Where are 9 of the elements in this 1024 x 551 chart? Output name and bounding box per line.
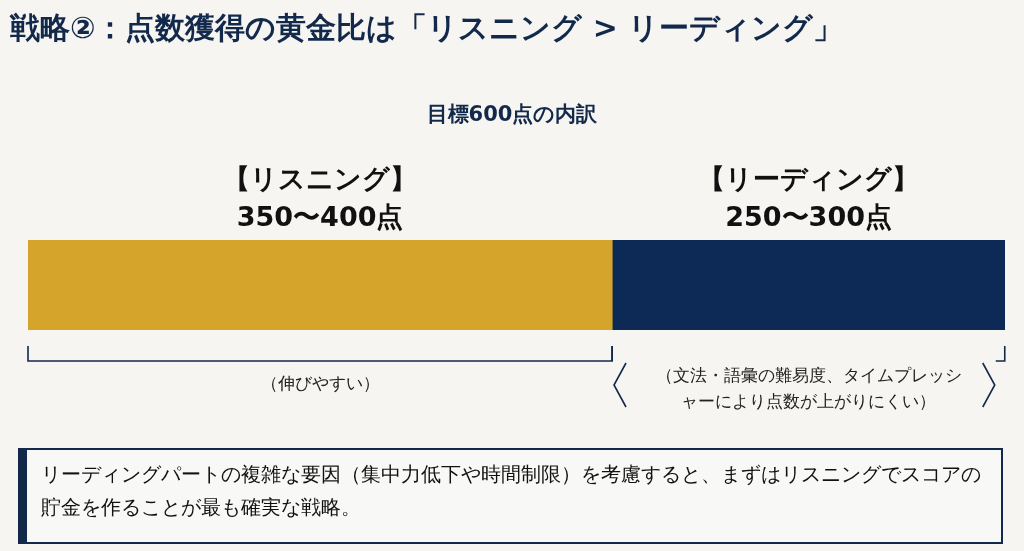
text: （伸びやすい） <box>259 372 381 395</box>
text: （文法・語彙の難易度、タイムプレッシャーにより点数が上がりにくい） <box>654 364 963 413</box>
text: 250〜300点 <box>725 201 892 232</box>
text: リーディングパートの複雑な要因（集中力低下や時間制限）を考慮すると、まずはリスニングでスコアの貯金を作ることが最も確実な戦略。 <box>18 448 1003 544</box>
chart-title: 戦略②：点数獲得の黄金比は「リスニング > リーディング」 <box>10 9 844 47</box>
text: 350〜400点 <box>236 201 404 232</box>
chart-subtitle: 目標600点の内訳 <box>425 101 599 128</box>
series-label: 【リスニング】 <box>223 163 418 194</box>
series-label: 【リーディング】 <box>698 163 920 194</box>
